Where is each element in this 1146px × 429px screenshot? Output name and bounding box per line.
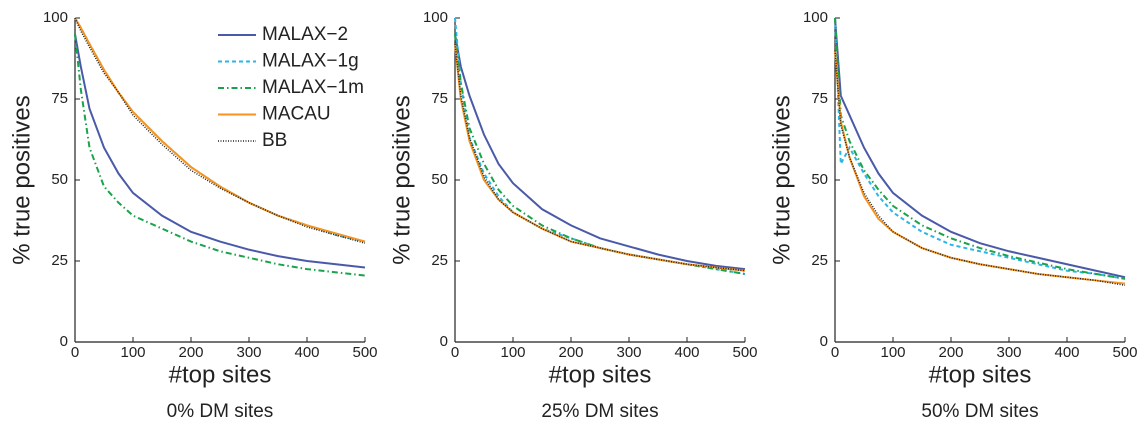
x-tick-label: 500: [732, 344, 757, 361]
y-tick-label: 75: [431, 90, 448, 107]
y-tick-label: 50: [431, 171, 448, 188]
x-axis-label: #top sites: [169, 361, 272, 388]
y-tick-label: 100: [423, 9, 448, 26]
x-tick-label: 0: [71, 344, 79, 361]
y-tick-label: 75: [51, 90, 68, 107]
x-tick-label: 100: [120, 344, 145, 361]
series-line: [454, 17, 746, 275]
x-tick-label: 300: [236, 344, 261, 361]
y-tick-label: 100: [803, 9, 828, 26]
x-tick-label: 0: [451, 344, 459, 361]
y-tick-label: 100: [43, 9, 68, 26]
legend-label: MALAX−1g: [262, 51, 359, 72]
legend-label: MALAX−2: [262, 24, 348, 45]
series-line: [74, 17, 366, 243]
y-tick-label: 25: [811, 252, 828, 269]
series-line: [834, 17, 1126, 280]
series-line: [74, 17, 366, 244]
x-tick-label: 400: [674, 344, 699, 361]
series-line: [454, 43, 746, 272]
chart-title: 0% DM sites: [167, 401, 274, 422]
y-axis-label: % true positives: [8, 95, 35, 264]
chart-title: 50% DM sites: [921, 401, 1038, 422]
x-axis-label: #top sites: [929, 361, 1032, 388]
x-tick-label: 0: [831, 344, 839, 361]
x-tick-label: 500: [352, 344, 377, 361]
series-line: [454, 43, 746, 272]
y-axis-label: % true positives: [768, 95, 795, 264]
x-tick-label: 400: [294, 344, 319, 361]
y-tick-label: 0: [60, 333, 68, 350]
series-line: [834, 17, 1126, 280]
x-tick-label: 300: [616, 344, 641, 361]
x-tick-label: 200: [178, 344, 203, 361]
legend-label: MALAX−1m: [262, 77, 364, 98]
series-line: [74, 34, 366, 277]
y-tick-label: 0: [820, 333, 828, 350]
x-tick-label: 500: [1112, 344, 1137, 361]
chart-title: 25% DM sites: [541, 401, 658, 422]
series-line: [834, 17, 1126, 279]
legend-label: BB: [262, 130, 287, 151]
series-line: [454, 34, 746, 271]
y-tick-label: 25: [431, 252, 448, 269]
series-line: [74, 34, 366, 269]
y-tick-label: 75: [811, 90, 828, 107]
x-tick-label: 400: [1054, 344, 1079, 361]
y-tick-label: 0: [440, 333, 448, 350]
y-tick-label: 25: [51, 252, 68, 269]
y-tick-label: 50: [811, 171, 828, 188]
legend-label: MACAU: [262, 104, 331, 125]
series-line: [834, 50, 1126, 287]
x-tick-label: 200: [558, 344, 583, 361]
y-axis-label: % true positives: [388, 95, 415, 264]
x-tick-label: 300: [996, 344, 1021, 361]
y-tick-label: 50: [51, 171, 68, 188]
x-tick-label: 100: [500, 344, 525, 361]
x-tick-label: 200: [938, 344, 963, 361]
x-tick-label: 100: [880, 344, 905, 361]
x-axis-label: #top sites: [549, 361, 652, 388]
